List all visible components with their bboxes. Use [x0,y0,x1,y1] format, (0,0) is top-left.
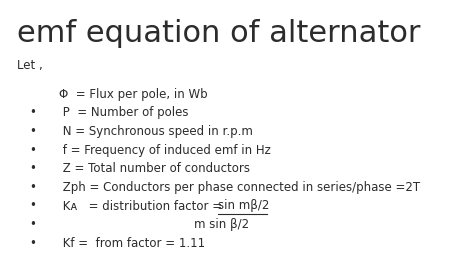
Text: sin mβ/2: sin mβ/2 [218,200,269,213]
Text: •: • [29,162,36,175]
Text: •: • [29,181,36,194]
Text: Z = Total number of conductors: Z = Total number of conductors [59,162,250,175]
Text: •: • [29,125,36,138]
Text: emf equation of alternator: emf equation of alternator [17,19,420,48]
Text: •: • [29,218,36,231]
Text: Φ  = Flux per pole, in Wb: Φ = Flux per pole, in Wb [59,88,208,101]
Text: Kf =  from factor = 1.11: Kf = from factor = 1.11 [59,237,205,250]
Text: Kᴀ   = distribution factor =: Kᴀ = distribution factor = [59,200,226,213]
Text: Zph = Conductors per phase connected in series/phase =2T: Zph = Conductors per phase connected in … [59,181,420,194]
Text: •: • [29,200,36,213]
Text: m sin β/2: m sin β/2 [59,218,249,231]
Text: •: • [29,106,36,119]
Text: f = Frequency of induced emf in Hz: f = Frequency of induced emf in Hz [59,144,271,157]
Text: N = Synchronous speed in r.p.m: N = Synchronous speed in r.p.m [59,125,253,138]
Text: Let ,: Let , [17,59,43,72]
Text: •: • [29,237,36,250]
Text: P  = Number of poles: P = Number of poles [59,106,189,119]
Text: •: • [29,144,36,157]
